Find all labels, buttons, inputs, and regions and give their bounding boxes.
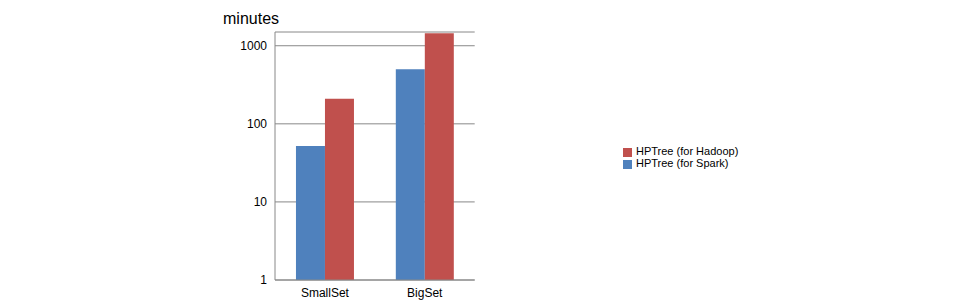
svg-text:SmallSet: SmallSet <box>301 286 350 300</box>
html-text:minutes: minutes <box>223 10 279 27</box>
html-text:HPTree (for Spark): HPTree (for Spark) <box>636 157 729 169</box>
svg-text:1: 1 <box>260 273 267 287</box>
svg-text:10: 10 <box>254 195 268 209</box>
html-text:HPTree (for Hadoop): HPTree (for Hadoop) <box>636 145 739 157</box>
svg-text:1000: 1000 <box>240 39 267 53</box>
svg-text:100: 100 <box>247 117 267 131</box>
svg-text:BigSet: BigSet <box>407 286 443 300</box>
